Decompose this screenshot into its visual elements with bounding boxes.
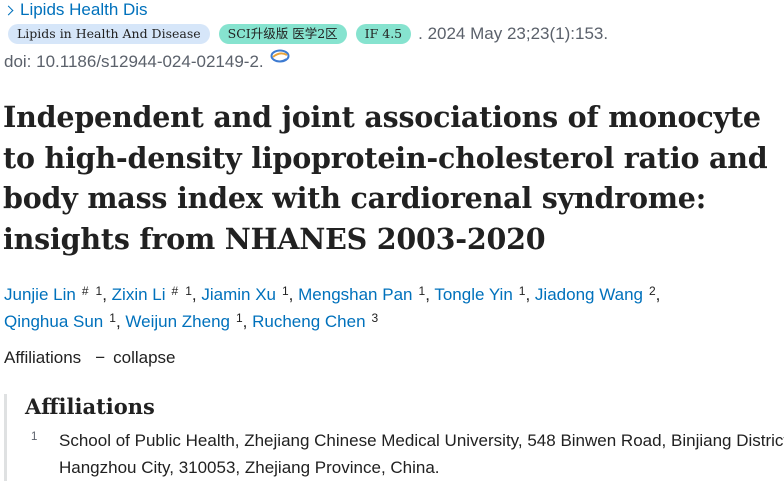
affiliation-number: 1	[418, 284, 426, 298]
author-affiliation-marker[interactable]: 2	[649, 284, 656, 298]
affiliation-number: 1	[185, 284, 192, 298]
author-name-link[interactable]: Qinghua Sun	[4, 312, 104, 331]
article-title: Independent and joint associations of mo…	[3, 100, 768, 256]
author-affiliation-marker[interactable]: #1	[82, 284, 102, 298]
journal-badges: Lipids in Health And Disease SCI升级版 医学2区…	[8, 24, 608, 44]
affiliations-toggle[interactable]: Affiliations − collapse	[4, 348, 176, 368]
equal-contribution-marker: #	[81, 284, 89, 298]
author-name-link[interactable]: Jiamin Xu	[201, 285, 276, 304]
author-name-link[interactable]: Tongle Yin	[434, 285, 513, 304]
affiliation-text: School of Public Health, Zhejiang Chines…	[59, 431, 784, 477]
author-item: Tongle Yin 1	[434, 284, 526, 304]
author-item: Zixin Li #1	[111, 284, 192, 304]
author-affiliation-marker[interactable]: 1	[419, 284, 426, 298]
author-name-link[interactable]: Weijun Zheng	[125, 312, 230, 331]
author-affiliation-marker[interactable]: 1	[519, 284, 526, 298]
author-item: Qinghua Sun 1	[4, 311, 116, 331]
author-affiliation-marker[interactable]: 1	[282, 284, 289, 298]
affiliations-panel: Affiliations 1 School of Public Health, …	[4, 394, 784, 481]
affiliation-item: 1 School of Public Health, Zhejiang Chin…	[25, 427, 784, 481]
author-name-link[interactable]: Jiadong Wang	[534, 285, 643, 304]
journal-link[interactable]: Lipids Health Dis	[3, 0, 148, 20]
journal-fullname-badge[interactable]: Lipids in Health And Disease	[8, 24, 210, 44]
equal-contribution-marker: #	[171, 284, 179, 298]
journal-name: Lipids Health Dis	[20, 0, 148, 19]
affiliation-number: 1	[109, 311, 116, 325]
author-item: Junjie Lin #1	[4, 284, 102, 304]
affiliation-number: 1	[95, 284, 103, 298]
publication-date: . 2024 May 23;23(1):153.	[418, 24, 609, 43]
author-item: Mengshan Pan 1	[298, 284, 426, 304]
doi-text: doi: 10.1186/s12944-024-02149-2.	[4, 52, 264, 71]
author-affiliation-marker[interactable]: 1	[109, 311, 116, 325]
author-item: Jiadong Wang 2	[534, 284, 656, 304]
author-name-link[interactable]: Mengshan Pan	[298, 285, 413, 304]
journal-row: Lipids Health Dis	[3, 0, 148, 20]
affiliation-number: 2	[648, 284, 656, 298]
impact-factor-badge[interactable]: IF 4.5	[355, 24, 412, 44]
author-affiliation-marker[interactable]: 1	[236, 311, 243, 325]
affiliation-number: 1	[281, 284, 289, 298]
link-icon[interactable]	[270, 47, 290, 65]
affiliations-toggle-action: collapse	[113, 348, 176, 367]
affiliation-number: 3	[371, 311, 379, 325]
affiliation-number: 1	[518, 284, 526, 298]
author-affiliation-marker[interactable]: 3	[372, 311, 379, 325]
chevron-right-icon	[3, 5, 14, 15]
author-name-link[interactable]: Rucheng Chen	[252, 312, 366, 331]
author-item: Jiamin Xu 1	[201, 284, 289, 304]
author-affiliation-marker[interactable]: #1	[172, 284, 192, 298]
author-list: Junjie Lin #1, Zixin Li #1, Jiamin Xu 1, Me…	[4, 284, 661, 331]
collapse-dash-icon: −	[95, 348, 106, 367]
author-item: Rucheng Chen 3	[252, 311, 379, 331]
affiliations-toggle-label: Affiliations	[4, 348, 82, 367]
author-name-link[interactable]: Zixin Li	[111, 285, 166, 304]
sci-rank-badge[interactable]: SCI升级版 医学2区	[218, 24, 347, 44]
author-name-link[interactable]: Junjie Lin	[4, 285, 76, 304]
affiliation-number: 1	[31, 431, 38, 443]
affiliation-number: 1	[235, 311, 243, 325]
author-item: Weijun Zheng 1	[125, 311, 243, 331]
affiliations-heading: Affiliations	[25, 394, 155, 419]
doi-row: doi: 10.1186/s12944-024-02149-2.	[4, 49, 290, 72]
